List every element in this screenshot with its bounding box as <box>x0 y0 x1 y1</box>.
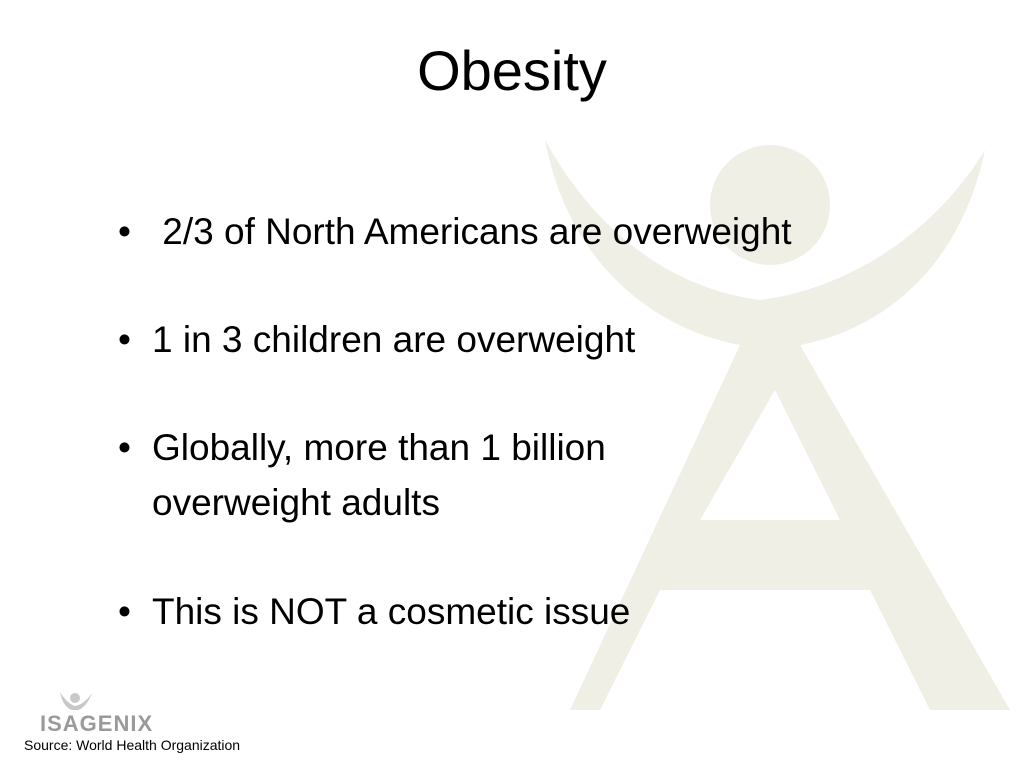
source-note: Source: World Health Organization <box>24 737 241 753</box>
bullet-item: • This is NOT a cosmetic issue <box>118 584 630 639</box>
bullet-item: • 2/3 of North Americans are overweight <box>118 204 792 259</box>
bullet-marker: • <box>118 211 131 252</box>
bullet-item: • 1 in 3 children are overweight <box>118 312 635 367</box>
bullet-marker: • <box>118 427 131 468</box>
title: Obesity <box>417 39 607 102</box>
bullet-item: • Globally, more than 1 billion overweight… <box>118 420 606 530</box>
logo: ISAGENIX <box>40 711 154 736</box>
bullet-marker: • <box>118 319 131 360</box>
bullet-text: overweight adults <box>152 482 440 523</box>
bullet-text: 1 in 3 children are overweight <box>152 319 636 360</box>
bullet-text: This is NOT a cosmetic issue <box>152 591 631 632</box>
bullet-marker: • <box>118 591 131 632</box>
bullet-text: 2/3 of North Americans are overweight <box>152 211 792 252</box>
bullet-text: Globally, more than 1 billion <box>152 427 606 468</box>
